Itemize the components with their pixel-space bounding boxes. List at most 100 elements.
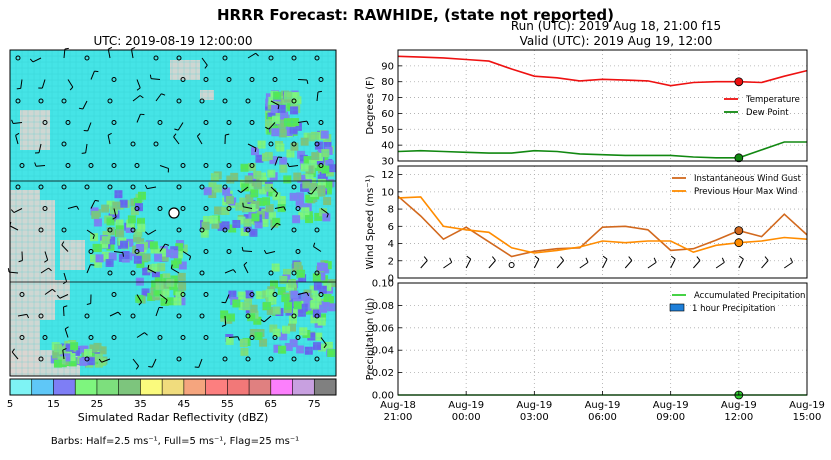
reflectivity-cell [173, 287, 182, 296]
reflectivity-cell [325, 160, 334, 169]
reflectivity-cell [266, 188, 275, 197]
wind-barb [44, 288, 53, 295]
wind-barb-flag [62, 281, 67, 285]
reflectivity-cell [323, 134, 332, 143]
reflectivity-cell [324, 180, 333, 189]
y-tick-label: 0.00 [372, 391, 394, 402]
reflectivity-cell [272, 328, 281, 337]
wind-barb-flag [534, 255, 540, 260]
reflectivity-cell [67, 351, 76, 360]
colorbar-tick-label: 45 [177, 399, 190, 410]
reflectivity-cell [201, 221, 210, 230]
wind-barb [132, 95, 141, 102]
wind-barb-flag [306, 120, 309, 126]
reflectivity-cell [302, 329, 311, 338]
reflectivity-cell [135, 193, 144, 202]
reflectivity-cell [317, 130, 326, 139]
wind-barb [313, 246, 322, 252]
reflectivity-cell [267, 101, 276, 110]
reflectivity-cell [108, 213, 117, 222]
reflectivity-cell [325, 145, 334, 154]
calm-wind-circle [61, 98, 67, 104]
reflectivity-cell [137, 223, 146, 232]
reflectivity-cell [312, 153, 321, 162]
wind-barb [320, 208, 329, 215]
wind-barb-flag [739, 255, 744, 260]
reflectivity-cell [90, 354, 99, 363]
legend-label: Instantaneous Wind Gust [694, 174, 802, 184]
reflectivity-cell [244, 175, 253, 184]
wind-barb [196, 136, 203, 145]
reflectivity-cell [200, 229, 209, 238]
wind-barb [182, 251, 191, 257]
reflectivity-cell [131, 248, 140, 257]
calm-wind-circle [508, 262, 515, 268]
reflectivity-cell [95, 254, 104, 263]
reflectivity-cell [316, 298, 325, 307]
reflectivity-cell [106, 200, 115, 209]
wind-barb-flag [585, 257, 589, 263]
calm-wind-circle [222, 184, 228, 190]
reflectivity-cell [323, 261, 332, 270]
reflectivity-cell [171, 260, 180, 269]
reflectivity-cell [209, 215, 218, 224]
wind-barb [132, 358, 139, 367]
reflectivity-cell [85, 358, 94, 367]
reflectivity-cell [281, 294, 290, 303]
wind-barb [86, 229, 95, 236]
reflectivity-cell [160, 297, 169, 306]
reflectivity-cell [137, 191, 146, 200]
reflectivity-cell [280, 111, 289, 120]
reflectivity-cell [307, 133, 316, 142]
wind-barb [243, 264, 249, 274]
series-line [397, 195, 808, 258]
reflectivity-cell [245, 194, 254, 203]
reflectivity-cell [277, 204, 286, 213]
reflectivity-cell [287, 278, 296, 287]
wind-barb [136, 79, 141, 89]
reflectivity-cell [314, 141, 323, 150]
reflectivity-cell [266, 126, 275, 135]
wind-barb [316, 91, 319, 102]
calm-wind-circle [226, 163, 232, 168]
reflectivity-cell [251, 200, 260, 209]
wind-barb-flag [92, 234, 95, 240]
reflectivity-cell [91, 352, 100, 361]
wind-barb-flag [136, 87, 141, 91]
reflectivity-cell [56, 349, 65, 358]
reflectivity-cell [300, 177, 309, 186]
reflectivity-cell [292, 215, 301, 224]
wind-barb-flag [148, 366, 153, 368]
wind-barb-flag [7, 268, 10, 273]
reflectivity-cell [106, 217, 115, 226]
reflectivity-cell [165, 249, 174, 258]
reflectivity-cell [283, 175, 292, 184]
wind-barb-flag [423, 256, 428, 261]
reflectivity-cell [260, 211, 269, 220]
reflectivity-cell [286, 149, 295, 158]
calm-wind-circle [226, 77, 232, 82]
calm-wind-circle [203, 335, 209, 340]
reflectivity-cell [226, 175, 235, 184]
reflectivity-cell [256, 329, 265, 338]
reflectivity-cell [268, 124, 277, 133]
wind-barb-flag [164, 243, 170, 246]
calm-wind-circle [245, 227, 251, 233]
terrain-layer [10, 60, 214, 376]
y-tick-label: 90 [381, 61, 394, 72]
wind-barb-flag [265, 126, 270, 130]
reflectivity-cell [173, 246, 182, 255]
reflectivity-cell [282, 99, 291, 108]
wind-barb-flag [48, 267, 52, 272]
colorbar-tick-label: 65 [264, 399, 277, 410]
reflectivity-cell [327, 164, 336, 173]
reflectivity-cell [311, 131, 320, 140]
current-time-marker [734, 238, 744, 248]
calm-wind-circle [199, 98, 205, 104]
reflectivity-cell [244, 204, 253, 213]
reflectivity-cell [297, 150, 306, 159]
wind-barb [198, 358, 203, 368]
reflectivity-cell [139, 241, 148, 250]
reflectivity-cell [283, 100, 292, 109]
reflectivity-cell [291, 263, 300, 272]
